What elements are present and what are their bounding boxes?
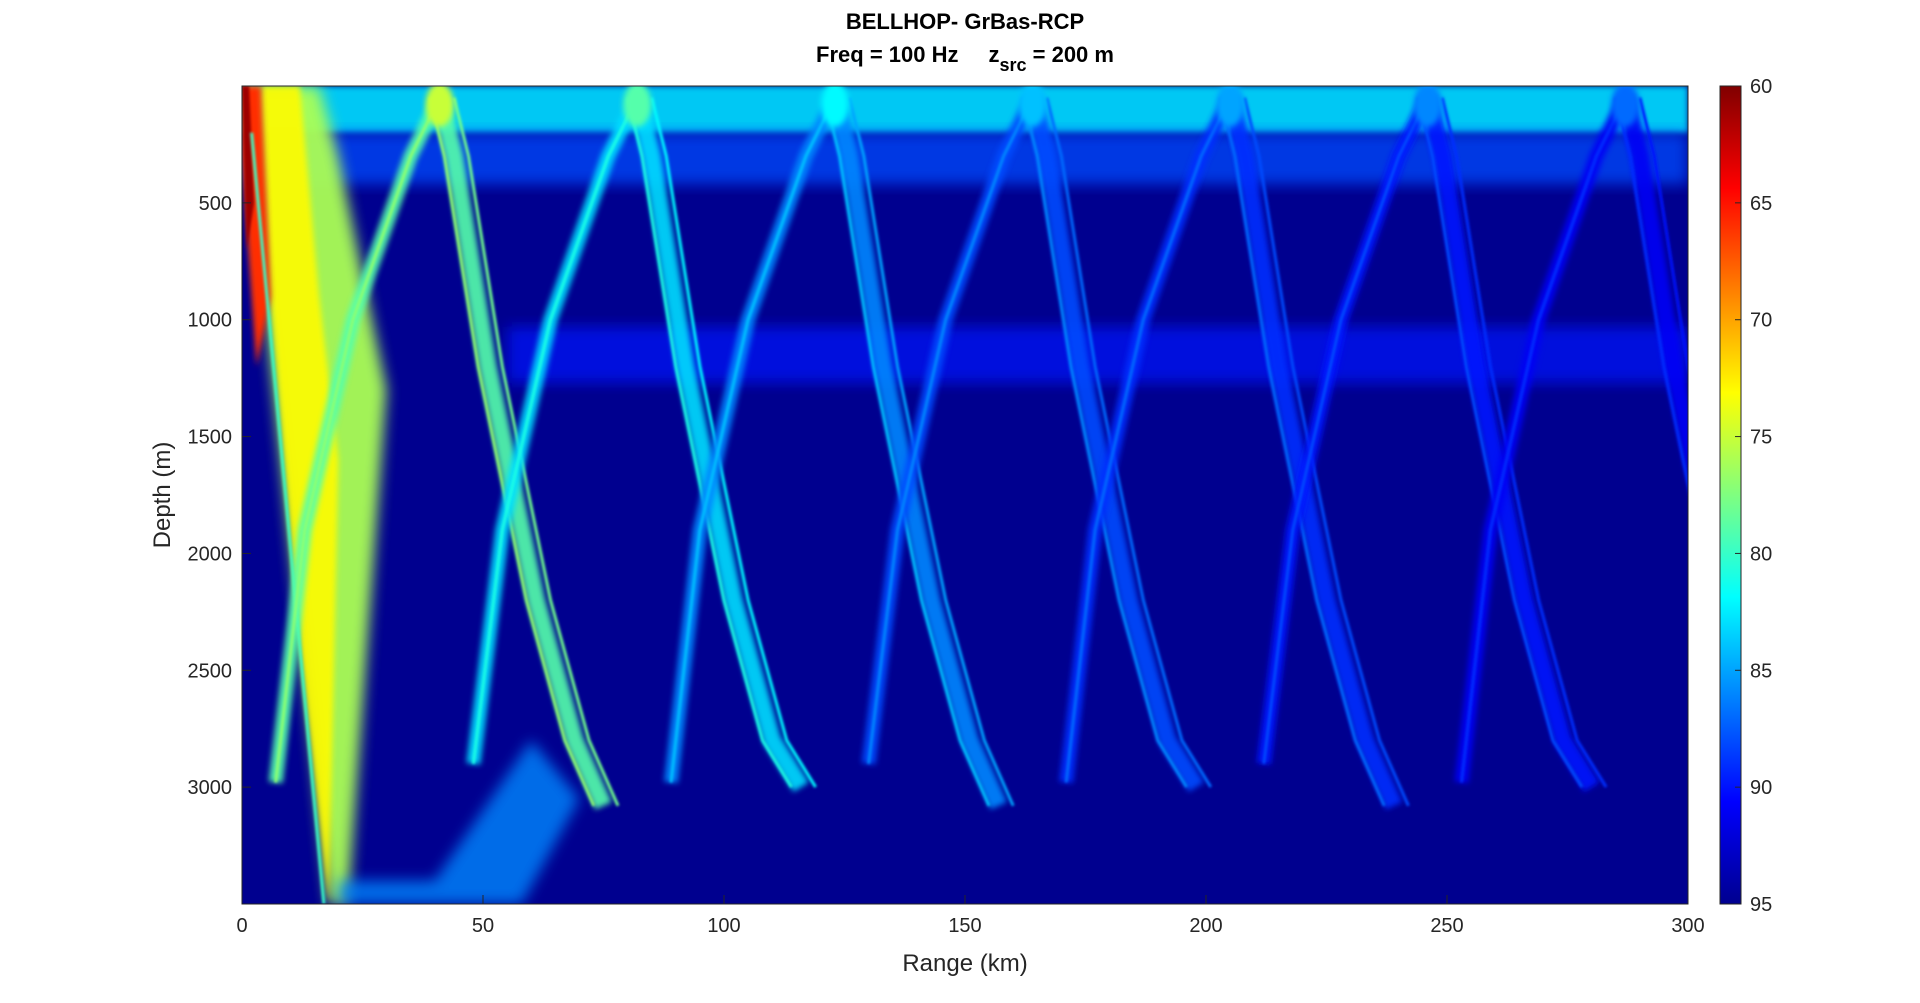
cz-right-ray bbox=[1243, 97, 1410, 807]
cz-surface-focus bbox=[425, 86, 454, 127]
cz-left-ray bbox=[1460, 97, 1627, 783]
heatmap-plot-area bbox=[241, 85, 1689, 905]
subtitle-zsrc-base: z bbox=[988, 42, 999, 67]
cz-right-ray bbox=[626, 97, 793, 788]
subtitle-zsrc-sub: src bbox=[999, 55, 1026, 75]
chart-subtitle: Freq = 100 Hz zsrc = 200 m bbox=[816, 42, 1114, 75]
cz-right-limb bbox=[1616, 95, 1688, 482]
cz-right-ray bbox=[1045, 97, 1213, 788]
x-tick-label: 150 bbox=[948, 915, 981, 937]
colorbar-tick-label: 75 bbox=[1750, 427, 1772, 449]
surface-duct-band bbox=[242, 86, 1688, 133]
y-tick-label: 2000 bbox=[188, 543, 233, 565]
cz-right-ray bbox=[428, 97, 596, 807]
colorbar-ticks: 60 65 70 75 80 85 90 95 bbox=[1735, 76, 1772, 916]
colorbar: 60 65 70 75 80 85 90 95 bbox=[1719, 76, 1772, 916]
cz-surface-focus bbox=[1611, 86, 1640, 127]
x-tick-label: 0 bbox=[236, 915, 247, 937]
direct-ray-edge bbox=[250, 132, 326, 904]
cz-right-ray bbox=[1638, 97, 1688, 374]
colorbar-tick-label: 90 bbox=[1750, 777, 1772, 799]
cz-surface-focus bbox=[820, 86, 849, 127]
y-tick-label: 3000 bbox=[188, 777, 233, 799]
x-axis: 0 50 100 150 200 250 300 bbox=[236, 895, 1705, 937]
cz-right-ray bbox=[452, 97, 620, 807]
cz-right-ray bbox=[1614, 97, 1688, 491]
chart-title: BELLHOP- GrBas-RCP bbox=[846, 9, 1084, 34]
cz-right-ray bbox=[1416, 97, 1584, 788]
x-tick-label: 250 bbox=[1430, 915, 1463, 937]
bottom-bounce-glow bbox=[338, 740, 580, 904]
cz-right-ray bbox=[823, 97, 991, 807]
near-field-peak bbox=[242, 86, 255, 250]
cz-right-ray bbox=[650, 97, 817, 788]
cz-right-ray bbox=[1440, 97, 1608, 788]
cz-right-ray bbox=[1021, 97, 1188, 788]
cz-surface-focus bbox=[623, 86, 652, 127]
cz-left-ray bbox=[471, 97, 639, 764]
cz-left-ray bbox=[274, 97, 441, 783]
colorbar-gradient bbox=[1719, 85, 1742, 905]
cz-right-ray bbox=[847, 97, 1015, 807]
direct-path-core bbox=[261, 86, 339, 904]
x-tick-label: 50 bbox=[472, 915, 494, 937]
cz-right-ray bbox=[1219, 97, 1386, 807]
y-tick-label: 500 bbox=[199, 193, 232, 215]
x-tick-label: 200 bbox=[1189, 915, 1222, 937]
x-tick-label: 300 bbox=[1671, 915, 1704, 937]
cz-surface-focus bbox=[1216, 86, 1245, 127]
subtitle-zsrc-rest: = 200 m bbox=[1027, 42, 1114, 67]
subtitle-freq: Freq = 100 Hz bbox=[816, 42, 958, 67]
cz-left-ray bbox=[1262, 97, 1430, 764]
x-tick-label: 100 bbox=[707, 915, 740, 937]
y-tick-label: 2500 bbox=[188, 660, 233, 682]
colorbar-tick-label: 70 bbox=[1750, 310, 1772, 332]
cz-left-ray bbox=[867, 97, 1034, 764]
colorbar-tick-label: 65 bbox=[1750, 193, 1772, 215]
transmission-loss-field bbox=[242, 86, 1688, 904]
y-axis-label: Depth (m) bbox=[149, 442, 176, 549]
colorbar-tick-label: 80 bbox=[1750, 543, 1772, 565]
x-axis-label: Range (km) bbox=[902, 950, 1027, 977]
colorbar-tick-label: 85 bbox=[1750, 660, 1772, 682]
y-tick-label: 1500 bbox=[188, 427, 233, 449]
y-axis: 500 1000 1500 2000 2500 3000 bbox=[188, 193, 251, 799]
cz-left-ray bbox=[669, 97, 837, 783]
cz-surface-focus bbox=[1018, 86, 1047, 127]
colorbar-tick-label: 60 bbox=[1750, 76, 1772, 98]
y-tick-label: 1000 bbox=[188, 310, 233, 332]
colorbar-tick-label: 95 bbox=[1750, 894, 1772, 916]
cz-surface-focus bbox=[1413, 86, 1442, 127]
cz-left-ray bbox=[1064, 97, 1232, 783]
